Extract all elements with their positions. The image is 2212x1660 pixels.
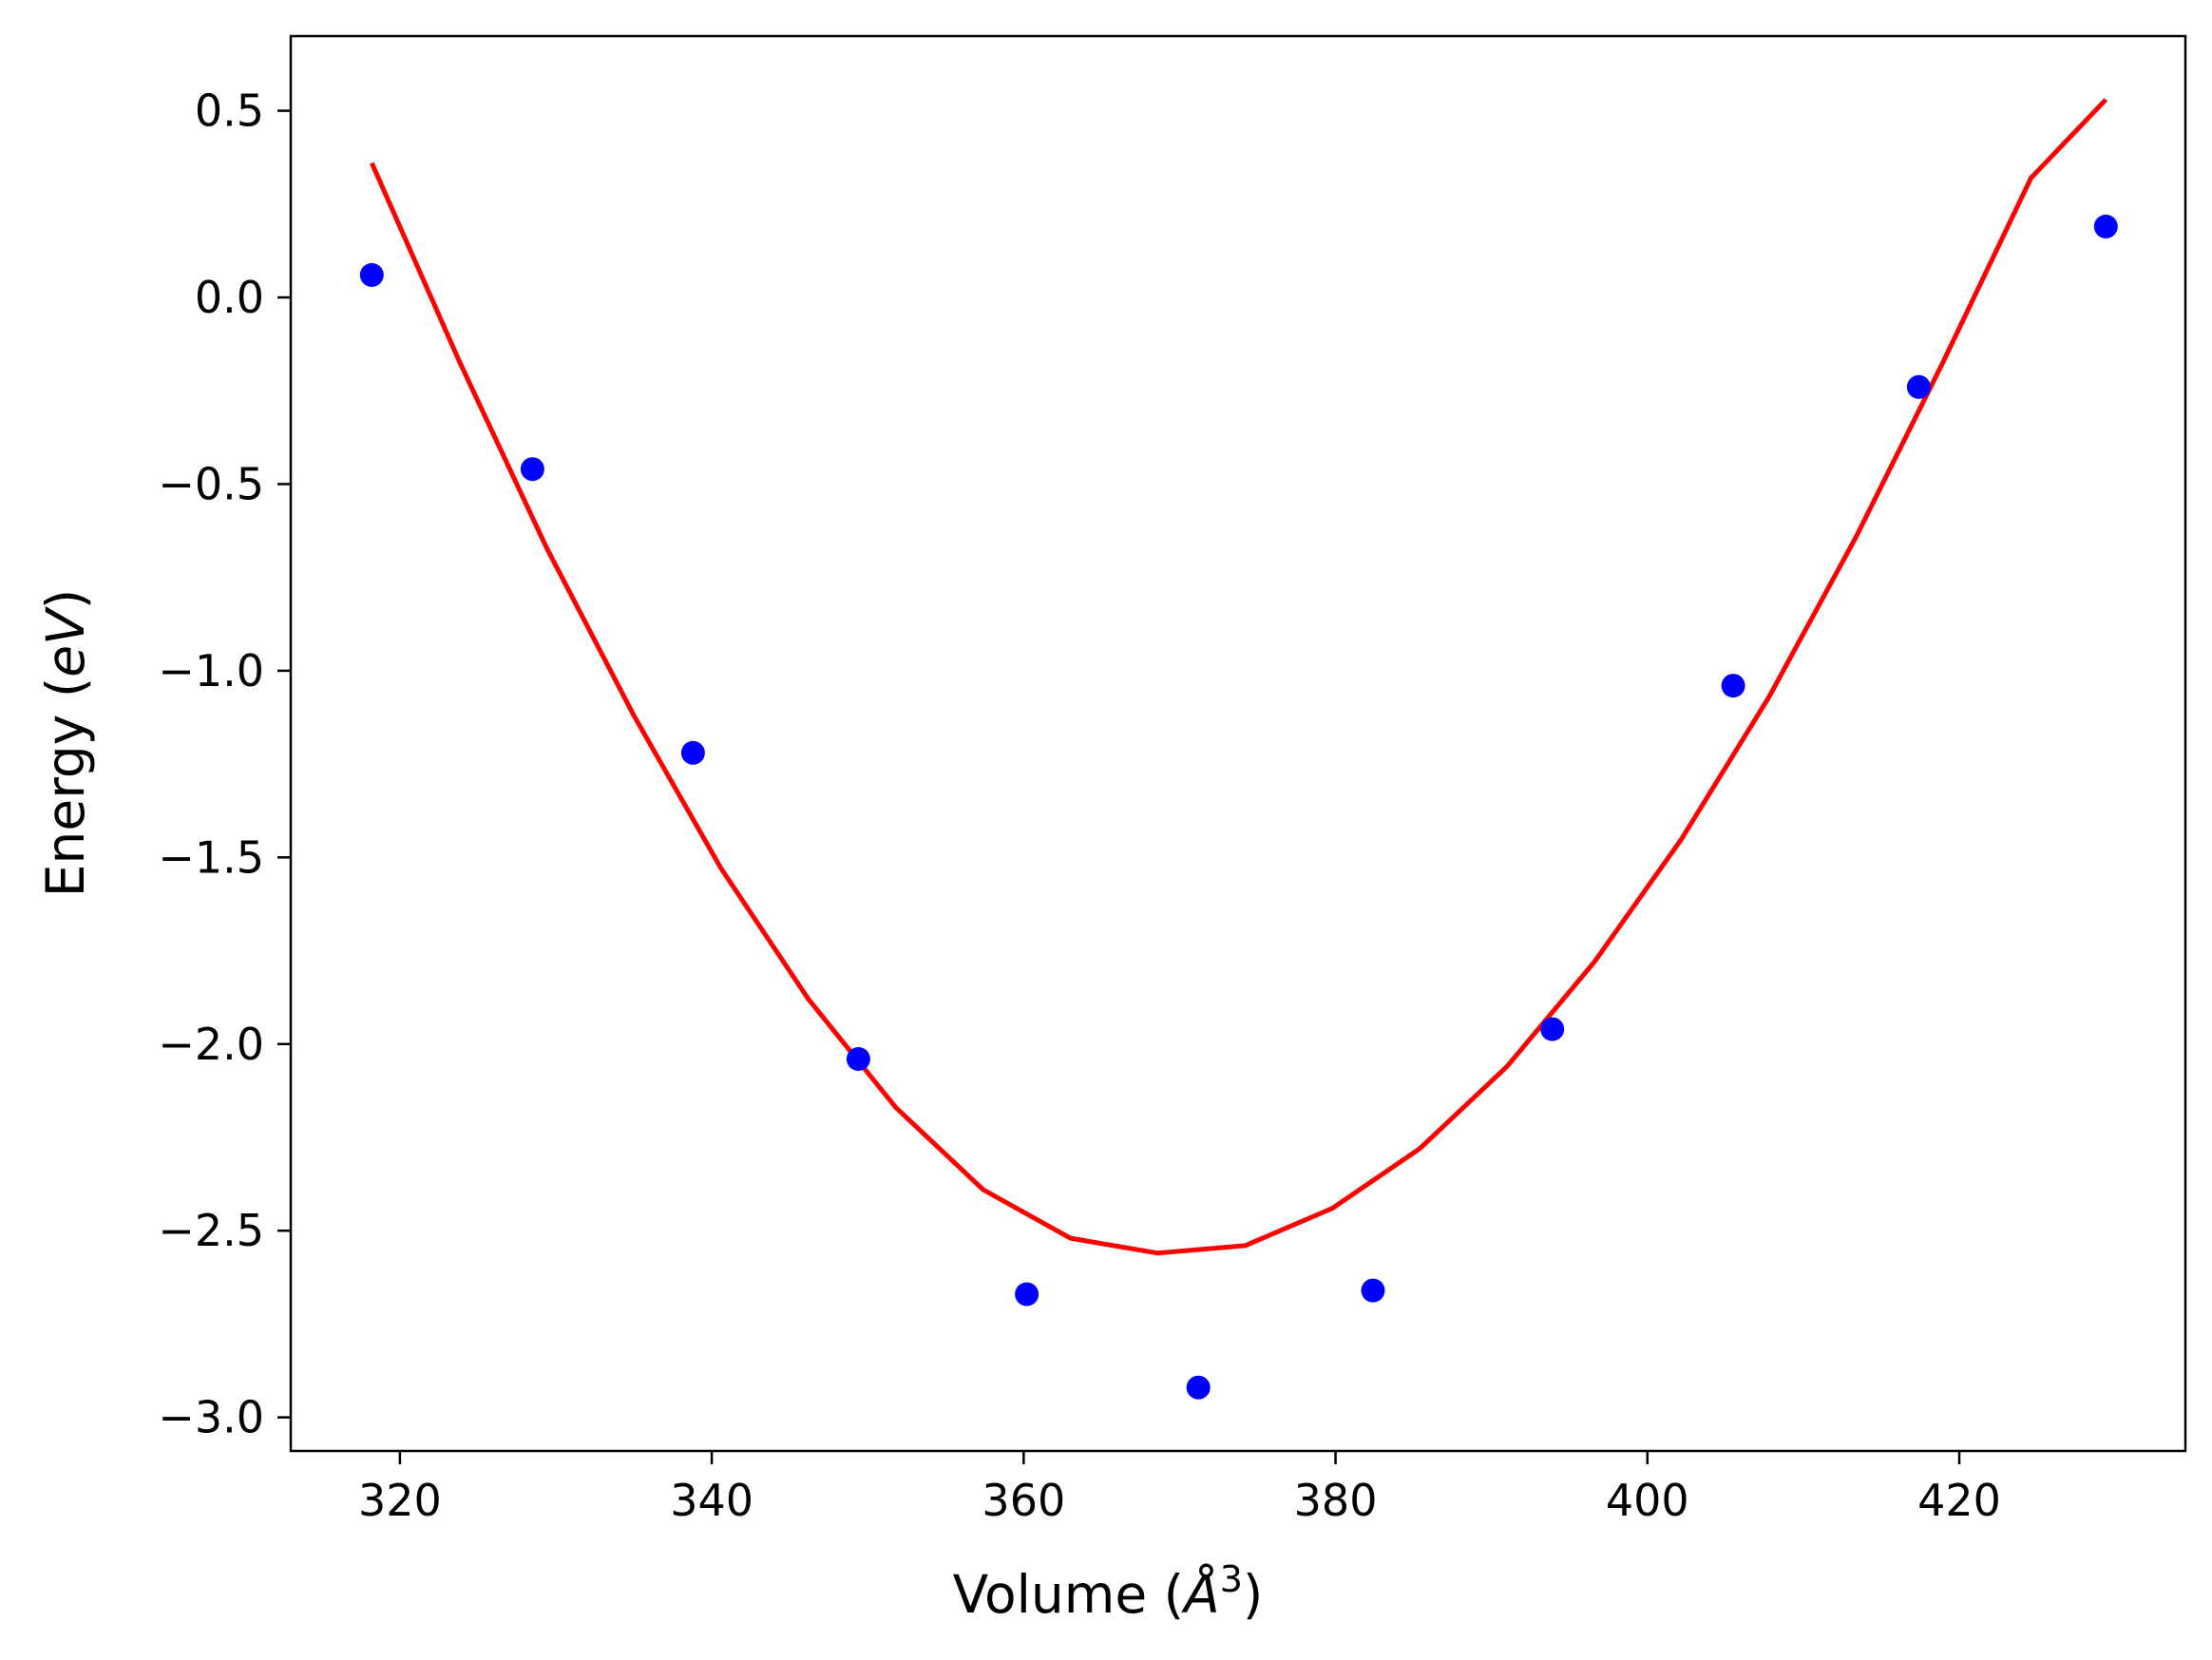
fit-curve-layer <box>370 98 2108 1256</box>
data-points-layer <box>359 214 2118 1400</box>
data-point <box>520 457 544 482</box>
x-tick-label: 320 <box>358 1475 442 1526</box>
data-point <box>359 262 384 287</box>
x-tick-label: 420 <box>1917 1475 2001 1526</box>
y-axis-label: Energy (eV) <box>35 589 96 897</box>
y-tick-label: −0.5 <box>158 458 264 509</box>
y-tick-label: −2.5 <box>158 1205 264 1256</box>
fit-curve-line <box>370 98 2108 1256</box>
x-tick-label: 340 <box>670 1475 753 1526</box>
y-tick-label: −3.0 <box>158 1392 264 1443</box>
data-point <box>1540 1017 1565 1041</box>
data-point <box>2093 214 2118 239</box>
x-axis-label: Volume (Å3) <box>953 1558 1264 1625</box>
data-point <box>1186 1375 1211 1400</box>
data-point <box>846 1047 870 1071</box>
axes-frame <box>289 34 2187 1453</box>
y-tick-label: −2.0 <box>158 1019 264 1070</box>
data-point <box>1015 1282 1039 1307</box>
x-tick-label: 400 <box>1606 1475 1689 1526</box>
data-point <box>680 740 705 765</box>
y-tick-label: 0.0 <box>195 272 264 323</box>
data-point <box>1906 374 1931 399</box>
y-axis-ticks: 0.5 0.0 −0.5 −1.0 −1.5 −2.0 −2.5 −3.0 <box>158 86 291 1443</box>
y-tick-label: −1.5 <box>158 831 264 883</box>
data-point <box>1361 1278 1385 1303</box>
x-tick-label: 380 <box>1294 1475 1378 1526</box>
data-point <box>1721 674 1745 698</box>
x-tick-label: 360 <box>982 1475 1065 1526</box>
x-axis-ticks: 320 340 360 380 400 420 <box>358 1451 2001 1526</box>
y-tick-label: 0.5 <box>195 86 264 137</box>
y-tick-label: −1.0 <box>158 645 264 696</box>
